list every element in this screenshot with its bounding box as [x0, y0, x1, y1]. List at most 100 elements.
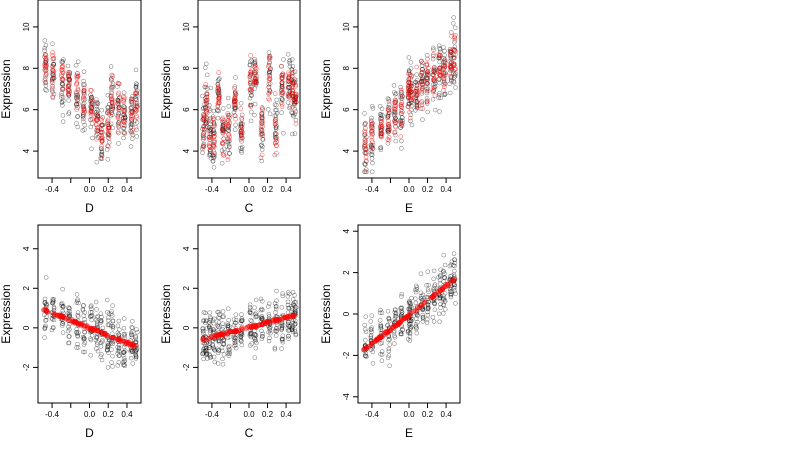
data-point [259, 314, 264, 319]
data-point [280, 291, 285, 296]
fitted-point [43, 73, 48, 79]
fitted-point [448, 52, 453, 57]
data-point [59, 100, 65, 105]
fitted-point [253, 71, 258, 77]
data-point [441, 296, 447, 301]
chart-panel-5: -2 0 2 4 -0.4 0.0 0.2 0.4 C Expression [159, 224, 301, 440]
data-point [272, 134, 278, 140]
fitted-point [121, 99, 127, 105]
data-point [426, 282, 431, 288]
x-axis-label: C [245, 201, 254, 215]
data-point [292, 329, 298, 334]
fitted-point [442, 58, 447, 64]
data-point [387, 318, 392, 324]
fitted-point [215, 100, 221, 106]
fitted-point [115, 115, 121, 121]
data-point [431, 45, 436, 51]
data-point [386, 97, 392, 102]
data-point [225, 306, 231, 311]
data-point [451, 80, 457, 85]
fitted-point [226, 144, 232, 150]
fitted-point [386, 127, 392, 133]
data-point [293, 321, 298, 327]
fitted-point [293, 109, 299, 114]
fitted-point [114, 337, 120, 343]
fitted-point [74, 79, 80, 85]
data-point [369, 156, 375, 161]
fitted-point [399, 101, 404, 107]
fitted-point [445, 281, 451, 287]
data-point [219, 345, 225, 350]
data-point [43, 275, 49, 280]
fitted-point [116, 99, 121, 105]
fitted-point [127, 342, 133, 348]
data-point [432, 307, 438, 313]
fitted-point [232, 112, 237, 118]
data-point [432, 282, 438, 287]
fitted-point [133, 124, 139, 130]
data-point [425, 309, 430, 315]
data-point [216, 90, 221, 96]
fitted-point [216, 95, 222, 101]
data-point [89, 317, 94, 323]
data-point [393, 307, 398, 312]
data-point [42, 45, 47, 51]
x-tick-label: 0.0 [403, 410, 415, 419]
fitted-point [225, 120, 231, 125]
data-point [441, 252, 447, 258]
fitted-point [88, 107, 94, 113]
data-point [420, 316, 426, 322]
data-point [294, 305, 299, 310]
data-point [73, 63, 79, 68]
fitted-point [82, 88, 87, 93]
data-point [266, 314, 272, 319]
data-point [380, 113, 385, 118]
fitted-point [286, 91, 292, 97]
data-point [99, 156, 105, 162]
fitted-point [239, 115, 244, 121]
data-point [260, 144, 265, 149]
data-point [393, 91, 398, 97]
data-point [247, 310, 253, 316]
data-point [290, 57, 295, 62]
data-point [431, 47, 436, 52]
data-point [98, 318, 104, 323]
data-point [267, 322, 273, 327]
fitted-point [203, 114, 209, 120]
data-point [233, 122, 238, 128]
data-point [443, 307, 448, 312]
data-point [74, 292, 80, 297]
data-point [279, 325, 285, 330]
data-point [452, 39, 457, 45]
fitted-point [285, 93, 291, 99]
data-point [398, 125, 403, 130]
fitted-point [212, 123, 217, 128]
fitted-point [399, 90, 404, 95]
data-point [226, 125, 231, 130]
fitted-point [280, 73, 286, 78]
data-point [424, 299, 430, 305]
fitted-point [88, 110, 94, 116]
fitted-point [273, 121, 279, 126]
data-point [290, 64, 296, 69]
data-point [133, 352, 138, 357]
fitted-point [398, 87, 404, 93]
y-axis-label: Expression [0, 284, 13, 343]
data-point [370, 343, 375, 349]
x-tick-label: -0.4 [45, 185, 59, 194]
data-point [279, 305, 285, 310]
data-point [203, 84, 209, 90]
fitted-point [93, 97, 99, 102]
fitted-point [386, 135, 392, 140]
fitted-point [98, 135, 104, 141]
data-point [94, 159, 100, 165]
y-tick-label: 2 [182, 286, 191, 291]
data-point [254, 313, 259, 318]
data-point [227, 115, 232, 120]
data-point [259, 111, 264, 117]
data-point [441, 293, 446, 298]
data-point [116, 107, 122, 112]
data-point [220, 325, 226, 330]
data-point [436, 311, 442, 317]
fitted-point [398, 95, 404, 101]
